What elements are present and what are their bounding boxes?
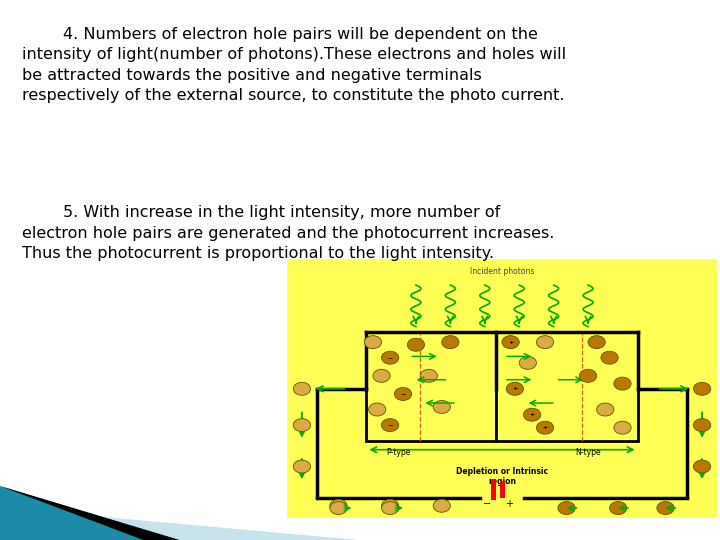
Circle shape xyxy=(558,502,575,515)
Circle shape xyxy=(519,356,536,369)
Text: −: − xyxy=(400,392,405,396)
Circle shape xyxy=(382,418,399,431)
Text: +: + xyxy=(512,386,518,391)
Text: 4. Numbers of electron hole pairs will be dependent on the
intensity of light(nu: 4. Numbers of electron hole pairs will b… xyxy=(22,27,566,103)
Circle shape xyxy=(614,377,631,390)
Circle shape xyxy=(442,336,459,349)
Bar xyxy=(287,259,717,518)
Bar xyxy=(366,332,495,441)
Polygon shape xyxy=(0,486,179,540)
Circle shape xyxy=(536,421,554,434)
Circle shape xyxy=(373,369,390,382)
Text: −: − xyxy=(387,355,392,360)
Circle shape xyxy=(382,502,399,515)
Text: 5. With increase in the light intensity, more number of
electron hole pairs are : 5. With increase in the light intensity,… xyxy=(22,205,554,261)
Circle shape xyxy=(293,382,310,395)
Circle shape xyxy=(433,401,451,414)
Circle shape xyxy=(395,388,412,401)
Polygon shape xyxy=(0,486,179,540)
Circle shape xyxy=(610,502,627,515)
Circle shape xyxy=(536,336,554,349)
Bar xyxy=(495,332,637,441)
Circle shape xyxy=(369,403,386,416)
Bar xyxy=(491,479,496,501)
Text: +: + xyxy=(529,412,535,417)
Text: N-type: N-type xyxy=(575,448,601,457)
Circle shape xyxy=(588,336,606,349)
Circle shape xyxy=(523,408,541,421)
Circle shape xyxy=(293,460,310,473)
Circle shape xyxy=(433,500,451,512)
Circle shape xyxy=(601,351,618,364)
Circle shape xyxy=(364,336,382,349)
Text: +: + xyxy=(505,499,513,509)
Circle shape xyxy=(506,382,523,395)
Circle shape xyxy=(293,418,310,431)
Circle shape xyxy=(330,500,347,512)
Bar xyxy=(500,481,505,498)
Circle shape xyxy=(614,421,631,434)
Circle shape xyxy=(657,502,674,515)
Circle shape xyxy=(693,382,711,395)
Circle shape xyxy=(502,336,519,349)
Circle shape xyxy=(420,369,438,382)
Text: P-type: P-type xyxy=(387,448,411,457)
Circle shape xyxy=(580,369,597,382)
Text: Incident photons: Incident photons xyxy=(470,267,534,276)
Text: Depletion or Intrinsic
region: Depletion or Intrinsic region xyxy=(456,467,548,486)
Text: −: − xyxy=(483,499,491,509)
Circle shape xyxy=(597,403,614,416)
Circle shape xyxy=(330,502,347,515)
Text: −: − xyxy=(387,423,392,428)
Text: +: + xyxy=(542,425,548,430)
Polygon shape xyxy=(0,508,359,540)
Circle shape xyxy=(382,351,399,364)
Circle shape xyxy=(408,338,425,351)
Text: +: + xyxy=(508,340,513,345)
Circle shape xyxy=(693,460,711,473)
Circle shape xyxy=(382,500,399,512)
Circle shape xyxy=(693,418,711,431)
